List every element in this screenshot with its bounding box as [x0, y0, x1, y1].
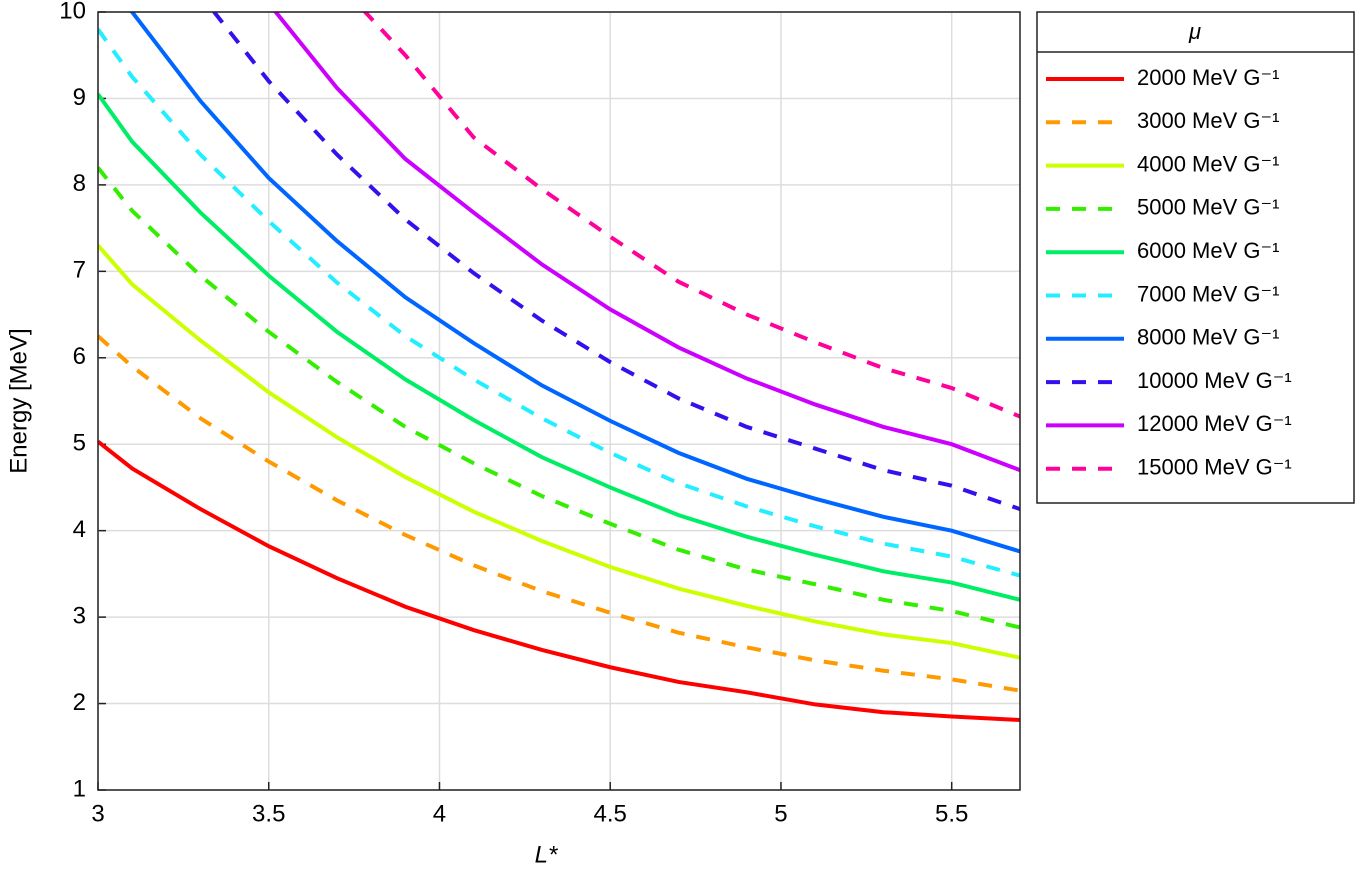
legend-label: 4000 MeV G⁻¹: [1137, 151, 1279, 176]
y-tick-label: 7: [73, 257, 86, 284]
y-axis-label: Energy [MeV]: [5, 328, 32, 473]
legend-label: 12000 MeV G⁻¹: [1137, 411, 1292, 436]
x-tick-label: 3.5: [252, 800, 285, 827]
legend-label: 15000 MeV G⁻¹: [1137, 455, 1292, 480]
legend-label: 3000 MeV G⁻¹: [1137, 108, 1279, 133]
x-tick-label: 5: [774, 800, 787, 827]
series-line: [98, 244, 1020, 660]
y-tick-label: 3: [73, 602, 86, 629]
y-tick-label: 9: [73, 84, 86, 111]
legend-label: 5000 MeV G⁻¹: [1137, 195, 1279, 220]
y-tick-label: 8: [73, 170, 86, 197]
x-tick-label: 4.5: [594, 800, 627, 827]
series-line: [211, 12, 1020, 511]
legend-label: 8000 MeV G⁻¹: [1137, 325, 1279, 350]
series-line: [129, 12, 1020, 554]
legend-title: μ: [1188, 19, 1201, 44]
plot-lines: [98, 12, 1020, 722]
series-line: [362, 12, 1020, 419]
y-tick-label: 4: [73, 516, 86, 543]
legend-label: 10000 MeV G⁻¹: [1137, 368, 1292, 393]
x-axis-label: L*: [535, 841, 558, 868]
legend-box: [1036, 11, 1355, 504]
y-tick-label: 5: [73, 430, 86, 457]
series-line: [273, 12, 1020, 473]
y-tick-label: 2: [73, 689, 86, 716]
x-tick-label: 4: [433, 800, 446, 827]
series-line: [98, 28, 1020, 578]
y-tick-label: 6: [73, 343, 86, 370]
series-line: [98, 334, 1020, 693]
plot-frame: [97, 11, 1021, 791]
x-tick-label: 5.5: [935, 800, 968, 827]
x-tick-label: 3: [91, 800, 104, 827]
legend-label: 2000 MeV G⁻¹: [1137, 65, 1279, 90]
legend-label: 6000 MeV G⁻¹: [1137, 238, 1279, 263]
series-line: [98, 92, 1020, 602]
series-line: [98, 166, 1020, 630]
y-tick-label: 10: [59, 0, 86, 24]
series-line: [98, 440, 1020, 722]
y-tick-label: 1: [73, 775, 86, 802]
legend-label: 7000 MeV G⁻¹: [1137, 281, 1279, 306]
